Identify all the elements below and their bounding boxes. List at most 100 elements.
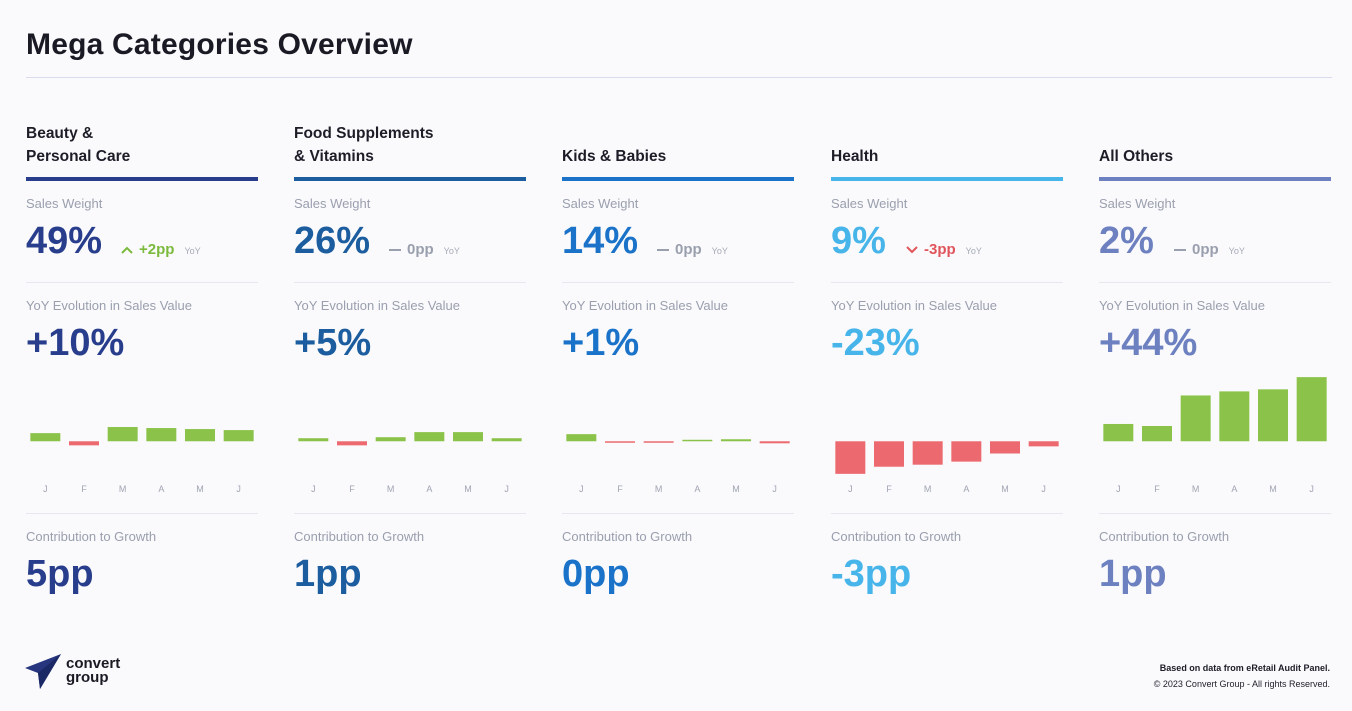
- month-tick-label: J: [579, 484, 584, 494]
- chart-bar: [874, 441, 904, 467]
- contribution-value: 5pp: [26, 553, 94, 595]
- contribution-label: Contribution to Growth: [26, 529, 157, 544]
- yoy-evolution-value: +44%: [1099, 322, 1198, 364]
- month-tick-label: M: [119, 484, 127, 494]
- chart-bar: [107, 427, 138, 442]
- contribution-label: Contribution to Growth: [1099, 529, 1230, 544]
- chart-bar: [1258, 389, 1288, 442]
- chart-bar: [605, 441, 635, 443]
- dash-icon: [388, 243, 402, 257]
- sales-weight-label: Sales Weight: [26, 196, 103, 211]
- chart-bar: [835, 441, 866, 474]
- chart-bar: [912, 441, 943, 465]
- category-name: Food Supplements & Vitamins: [294, 125, 434, 165]
- month-tick-label: A: [158, 484, 164, 494]
- chart-bar: [69, 441, 99, 446]
- yoy-evolution-value: -23%: [831, 322, 920, 364]
- month-tick-label: J: [43, 484, 48, 494]
- title-divider: [26, 77, 1332, 78]
- month-tick-label: A: [694, 484, 700, 494]
- month-tick-label: M: [655, 484, 663, 494]
- weight-delta-value: 0pp: [675, 241, 702, 258]
- month-tick-label: A: [426, 484, 432, 494]
- weight-delta-value: +2pp: [139, 241, 175, 258]
- paper-plane-icon: [25, 654, 61, 689]
- chart-bar: [453, 432, 483, 442]
- weight-delta: -3pp YoY: [905, 241, 982, 258]
- weight-delta-value: 0pp: [1192, 241, 1219, 258]
- divider: [831, 282, 1063, 283]
- category-name: Kids & Babies: [562, 148, 667, 165]
- sales-weight-value: 14%: [562, 220, 639, 262]
- chart-bar: [566, 434, 597, 442]
- chart-bar: [185, 429, 215, 442]
- chart-bar: [990, 441, 1020, 454]
- sales-weight-value: 2%: [1099, 220, 1154, 262]
- month-tick-label: M: [924, 484, 932, 494]
- chevron-up-icon: [120, 243, 134, 257]
- sales-weight-label: Sales Weight: [562, 196, 639, 211]
- yoy-evolution-label: YoY Evolution in Sales Value: [1099, 298, 1265, 313]
- month-tick-label: J: [1041, 484, 1046, 494]
- contribution-value: -3pp: [831, 553, 912, 595]
- contribution-value: 1pp: [294, 553, 362, 595]
- month-tick-label: M: [464, 484, 472, 494]
- month-tick-label: F: [886, 484, 892, 494]
- sales-weight-value: 9%: [831, 220, 886, 262]
- category-name: Health: [831, 148, 879, 165]
- category-column: Food Supplements & Vitamins Sales Weight…: [294, 110, 526, 610]
- sales-weight-label: Sales Weight: [831, 196, 908, 211]
- divider: [294, 282, 526, 283]
- chart-bar: [146, 428, 177, 442]
- sales-weight-label: Sales Weight: [1099, 196, 1176, 211]
- yoy-evolution-value: +5%: [294, 322, 372, 364]
- yoy-tag: YoY: [711, 246, 728, 256]
- category-column: Kids & Babies Sales Weight 14% 0pp YoY Y…: [562, 110, 794, 610]
- month-tick-label: M: [732, 484, 740, 494]
- chart-bar: [337, 441, 367, 446]
- month-tick-label: J: [1309, 484, 1314, 494]
- contribution-label: Contribution to Growth: [562, 529, 693, 544]
- contribution-value: 1pp: [1099, 553, 1167, 595]
- contribution-label: Contribution to Growth: [831, 529, 962, 544]
- chart-bar: [375, 437, 406, 442]
- weight-delta: 0pp YoY: [1173, 241, 1245, 258]
- category-accent-bar: [26, 177, 258, 181]
- sales-weight-label: Sales Weight: [294, 196, 371, 211]
- weight-delta: 0pp YoY: [656, 241, 728, 258]
- contribution-value: 0pp: [562, 553, 630, 595]
- yoy-tag: YoY: [184, 246, 201, 256]
- month-tick-label: M: [1001, 484, 1009, 494]
- month-tick-label: J: [772, 484, 777, 494]
- month-tick-label: F: [349, 484, 355, 494]
- weight-delta: 0pp YoY: [388, 241, 460, 258]
- divider: [26, 513, 258, 514]
- yoy-evolution-label: YoY Evolution in Sales Value: [26, 298, 192, 313]
- chart-bar: [1180, 395, 1211, 442]
- yoy-evolution-value: +10%: [26, 322, 125, 364]
- weight-delta-value: 0pp: [407, 241, 434, 258]
- category-accent-bar: [562, 177, 794, 181]
- contribution-label: Contribution to Growth: [294, 529, 425, 544]
- footer-source: Based on data from eRetail Audit Panel.: [1159, 663, 1330, 673]
- weight-delta: +2pp YoY: [120, 241, 201, 258]
- page-title: Mega Categories Overview: [26, 28, 413, 61]
- sales-weight-value: 26%: [294, 220, 371, 262]
- yoy-evolution-label: YoY Evolution in Sales Value: [562, 298, 728, 313]
- footer-copyright: © 2023 Convert Group - All rights Reserv…: [1153, 679, 1330, 689]
- dash-icon: [1173, 243, 1187, 257]
- chart-bar: [1142, 426, 1172, 442]
- month-tick-label: J: [236, 484, 241, 494]
- month-tick-label: J: [848, 484, 853, 494]
- yoy-tag: YoY: [965, 246, 982, 256]
- category-name: Beauty & Personal Care: [26, 125, 131, 165]
- weight-delta-value: -3pp: [924, 241, 956, 258]
- month-tick-label: M: [1269, 484, 1277, 494]
- month-tick-label: A: [963, 484, 969, 494]
- category-column: Health Sales Weight 9% -3pp YoY YoY Evol…: [831, 110, 1063, 610]
- chart-bar: [414, 432, 445, 442]
- month-tick-label: F: [1154, 484, 1160, 494]
